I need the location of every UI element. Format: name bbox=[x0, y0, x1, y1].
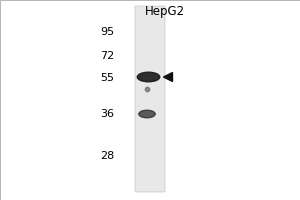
Text: 28: 28 bbox=[100, 151, 114, 161]
Point bbox=[145, 87, 149, 91]
Ellipse shape bbox=[137, 72, 160, 82]
Bar bbox=[135, 6, 165, 192]
Polygon shape bbox=[164, 73, 172, 82]
Text: 36: 36 bbox=[100, 109, 114, 119]
Ellipse shape bbox=[139, 110, 155, 118]
Text: 72: 72 bbox=[100, 51, 114, 61]
Text: 55: 55 bbox=[100, 73, 114, 83]
Text: 95: 95 bbox=[100, 27, 114, 37]
Text: HepG2: HepG2 bbox=[145, 5, 185, 19]
